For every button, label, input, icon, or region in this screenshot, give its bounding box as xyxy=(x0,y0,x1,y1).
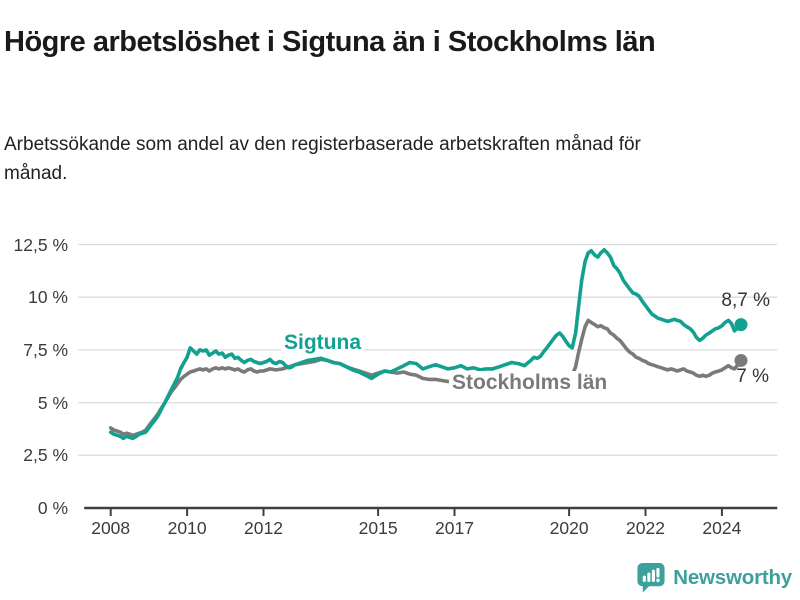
brand-name: Newsworthy xyxy=(673,565,792,589)
sigtuna-line xyxy=(108,248,743,441)
page-title: Högre arbetslöshet i Sigtuna än i Stockh… xyxy=(4,26,656,59)
page-subtitle: Arbetssökande som andel av den registerb… xyxy=(4,134,641,184)
stockholms-l-n-end-dot xyxy=(734,353,748,367)
bar-chart-speech-bubble-icon xyxy=(637,562,665,593)
sigtuna-end-dot xyxy=(734,318,748,332)
newsworthy-brand-link[interactable]: Newsworthy xyxy=(635,561,792,594)
stockholms-l-n-line xyxy=(108,318,743,438)
